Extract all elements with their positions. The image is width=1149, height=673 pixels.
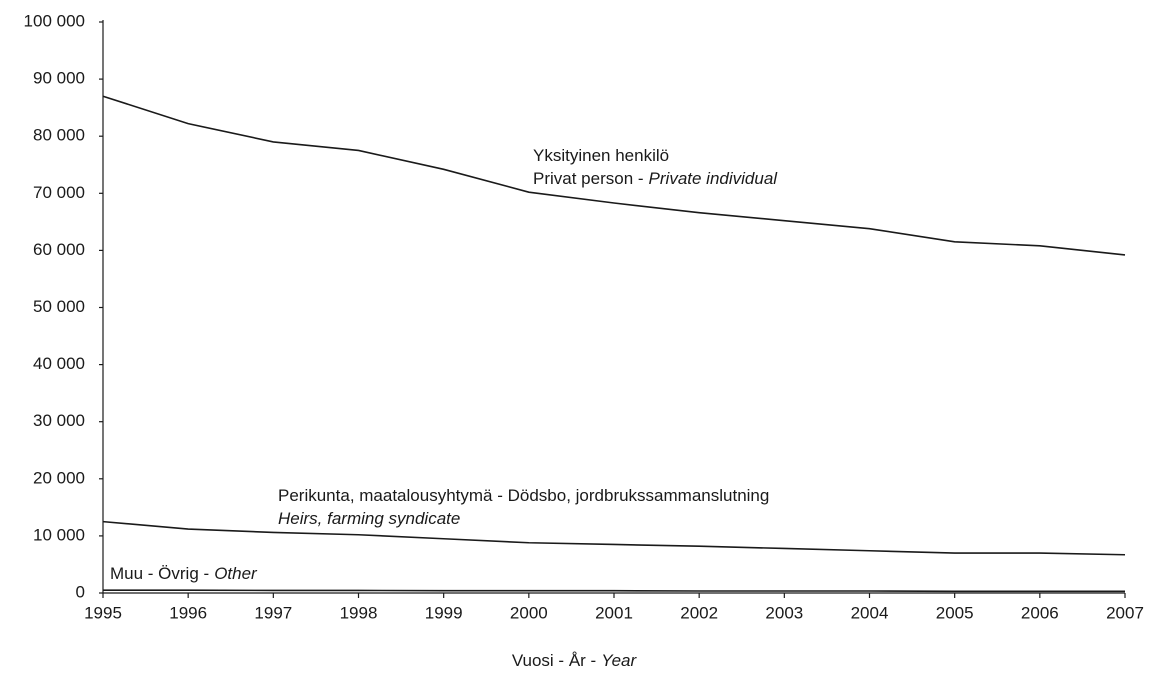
x-tick-label: 2004 (851, 603, 889, 622)
y-tick-label: 0 (76, 582, 85, 601)
y-tick-label: 80 000 (33, 126, 85, 145)
x-tick-label: 1998 (340, 603, 378, 622)
x-axis-label-part: Year (601, 651, 637, 670)
y-tick-label: 40 000 (33, 354, 85, 373)
series-label: Muu - Övrig - Other (110, 564, 258, 583)
series-label-part: Privat person - (533, 169, 644, 188)
x-tick-label: 2003 (765, 603, 803, 622)
series-label-part: Private individual (649, 169, 779, 188)
series-label-part: Heirs, farming syndicate (278, 509, 460, 528)
y-tick-label: 10 000 (33, 525, 85, 544)
series-label-part: Muu - Övrig - (110, 564, 209, 583)
x-tick-label: 2005 (936, 603, 974, 622)
y-tick-label: 20 000 (33, 468, 85, 487)
series-line (102, 520, 1126, 556)
x-tick-label: 1997 (254, 603, 292, 622)
y-tick-label: 30 000 (33, 411, 85, 430)
series-label: Yksityinen henkilö (533, 146, 669, 165)
y-tick-label: 90 000 (33, 69, 85, 88)
series-label-part: Other (214, 564, 258, 583)
series-label: Perikunta, maatalousyhtymä - Dödsbo, jor… (278, 486, 769, 505)
x-tick-label: 2007 (1106, 603, 1144, 622)
x-axis-label-part: Vuosi - År - (512, 651, 596, 670)
x-tick-label: 2000 (510, 603, 548, 622)
y-tick-label: 50 000 (33, 297, 85, 316)
series-line (102, 95, 1126, 256)
y-tick-label: 60 000 (33, 240, 85, 259)
series-label-part: Perikunta, maatalousyhtymä - Dödsbo, jor… (278, 486, 769, 505)
series-line (103, 589, 1125, 593)
x-tick-label: 1999 (425, 603, 463, 622)
series-label: Privat person - Private individual (533, 169, 778, 188)
x-axis-label: Vuosi - År - Year (512, 651, 638, 670)
x-tick-label: 2002 (680, 603, 718, 622)
x-tick-label: 2006 (1021, 603, 1059, 622)
series-label: Heirs, farming syndicate (278, 509, 460, 528)
series-label-part: Yksityinen henkilö (533, 146, 669, 165)
y-tick-label: 70 000 (33, 183, 85, 202)
y-tick-label: 100 000 (24, 11, 85, 30)
x-tick-label: 1996 (169, 603, 207, 622)
x-tick-label: 1995 (84, 603, 122, 622)
x-tick-label: 2001 (595, 603, 633, 622)
